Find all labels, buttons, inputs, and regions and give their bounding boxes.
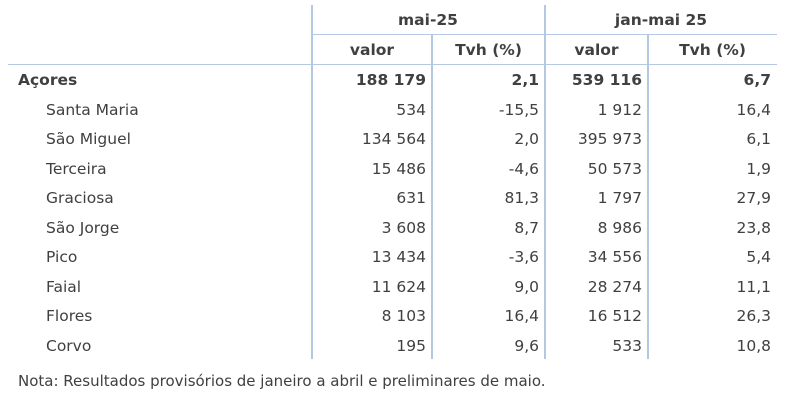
table-row: Corvo 195 9,6 533 10,8 xyxy=(8,331,777,361)
value-mai: 134 564 xyxy=(361,130,426,149)
value-jan-mai: 16 512 xyxy=(587,307,642,326)
tvh-mai: 9,0 xyxy=(514,277,539,296)
tvh-mai: -3,6 xyxy=(508,248,539,267)
vline-4 xyxy=(647,35,649,359)
period-header-mai: mai-25 xyxy=(398,10,458,29)
value-jan-mai: 50 573 xyxy=(587,159,642,178)
value-jan-mai: 8 986 xyxy=(597,218,642,237)
tvh-jan-mai: 27,9 xyxy=(736,189,771,208)
tvh-jan-mai: 5,4 xyxy=(746,248,771,267)
island-name: Pico xyxy=(46,248,78,267)
value-jan-mai: 539 116 xyxy=(571,70,642,89)
value-jan-mai: 395 973 xyxy=(577,130,642,149)
tvh-mai: -15,5 xyxy=(498,100,539,119)
value-jan-mai: 28 274 xyxy=(587,277,642,296)
tvh-mai: 8,7 xyxy=(514,218,539,237)
footnote: Nota: Resultados provisórios de janeiro … xyxy=(18,372,546,390)
table-row: Santa Maria 534 -15,5 1 912 16,4 xyxy=(8,95,777,125)
period-header-jan-mai: jan-mai 25 xyxy=(614,10,708,29)
tvh-jan-mai: 1,9 xyxy=(746,159,771,178)
tvh-jan-mai: 11,1 xyxy=(736,277,771,296)
value-jan-mai: 1 797 xyxy=(597,189,642,208)
vline-3 xyxy=(544,5,546,359)
value-mai: 195 xyxy=(396,336,426,355)
subheader-row: valor Tvh (%) valor Tvh (%) xyxy=(8,35,777,65)
island-name: Corvo xyxy=(46,336,92,355)
vline-2 xyxy=(431,35,433,359)
island-name: Santa Maria xyxy=(46,100,139,119)
value-jan-mai: 533 xyxy=(612,336,642,355)
vline-1 xyxy=(311,5,313,359)
value-mai: 3 608 xyxy=(381,218,426,237)
table-row: Graciosa 631 81,3 1 797 27,9 xyxy=(8,184,777,214)
region-name: Açores xyxy=(18,70,78,89)
island-name: Faial xyxy=(46,277,82,296)
tvh-mai: 16,4 xyxy=(504,307,539,326)
tvh-jan-mai: 6,1 xyxy=(746,130,771,149)
value-jan-mai: 34 556 xyxy=(587,248,642,267)
table-row: Pico 13 434 -3,6 34 556 5,4 xyxy=(8,243,777,273)
value-mai: 11 624 xyxy=(371,277,426,296)
island-name: São Miguel xyxy=(46,130,131,149)
tvh-mai: 9,6 xyxy=(514,336,539,355)
tvh-jan-mai: 16,4 xyxy=(736,100,771,119)
period-header-row: mai-25 jan-mai 25 xyxy=(8,5,777,35)
tvh-jan-mai: 23,8 xyxy=(736,218,771,237)
value-mai: 13 434 xyxy=(371,248,426,267)
value-mai: 631 xyxy=(396,189,426,208)
tvh-jan-mai: 6,7 xyxy=(743,70,771,89)
value-mai: 534 xyxy=(396,100,426,119)
subheader-tvh-2: Tvh (%) xyxy=(679,40,746,59)
tvh-jan-mai: 10,8 xyxy=(736,336,771,355)
tvh-mai: -4,6 xyxy=(508,159,539,178)
value-jan-mai: 1 912 xyxy=(597,100,642,119)
table-row: Flores 8 103 16,4 16 512 26,3 xyxy=(8,302,777,332)
total-row: Açores 188 179 2,1 539 116 6,7 xyxy=(8,65,777,95)
table-row: São Jorge 3 608 8,7 8 986 23,8 xyxy=(8,213,777,243)
value-mai: 15 486 xyxy=(371,159,426,178)
tvh-mai: 2,1 xyxy=(511,70,539,89)
tvh-jan-mai: 26,3 xyxy=(736,307,771,326)
subheader-valor-1: valor xyxy=(349,40,395,59)
tvh-mai: 2,0 xyxy=(514,130,539,149)
table-row: Terceira 15 486 -4,6 50 573 1,9 xyxy=(8,154,777,184)
subheader-divider xyxy=(8,64,777,65)
table-row: São Miguel 134 564 2,0 395 973 6,1 xyxy=(8,125,777,155)
value-mai: 188 179 xyxy=(355,70,426,89)
island-name: Flores xyxy=(46,307,93,326)
tvh-mai: 81,3 xyxy=(504,189,539,208)
island-name: Terceira xyxy=(46,159,107,178)
subheader-valor-2: valor xyxy=(574,40,619,59)
island-name: Graciosa xyxy=(46,189,114,208)
island-name: São Jorge xyxy=(46,218,120,237)
header-divider xyxy=(312,34,777,35)
table-row: Faial 11 624 9,0 28 274 11,1 xyxy=(8,272,777,302)
subheader-tvh-1: Tvh (%) xyxy=(455,40,522,59)
value-mai: 8 103 xyxy=(381,307,426,326)
